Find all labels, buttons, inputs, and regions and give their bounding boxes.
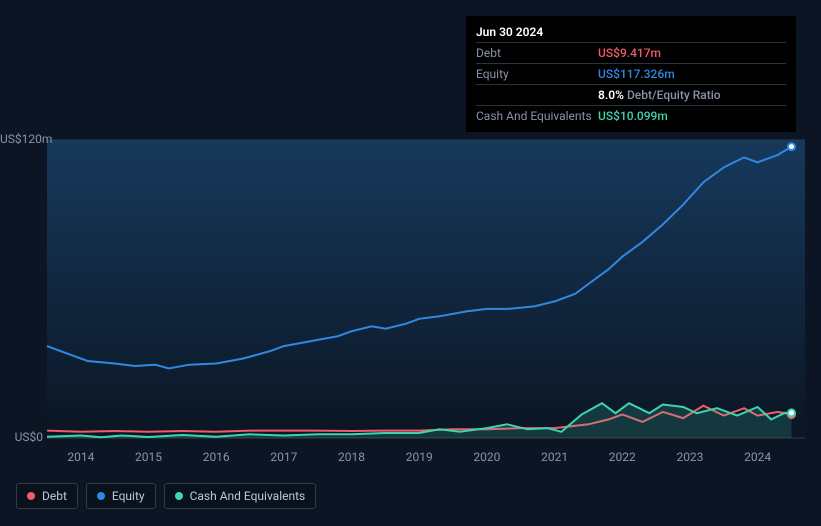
y-axis-label: US$0 <box>0 430 43 444</box>
x-axis-label: 2015 <box>135 450 162 464</box>
x-axis-label: 2024 <box>744 450 771 464</box>
legend-item-label: Debt <box>42 489 67 503</box>
legend-item-equity[interactable]: Equity <box>86 483 156 509</box>
chart-legend: Debt Equity Cash And Equivalents <box>16 483 316 509</box>
equity-dot-icon <box>97 492 105 500</box>
legend-item-label: Equity <box>112 489 145 503</box>
legend-item-debt[interactable]: Debt <box>16 483 78 509</box>
tooltip-row-value: 8.0% Debt/Equity Ratio <box>598 88 721 102</box>
cash-dot-icon <box>175 492 183 500</box>
tooltip-row-label <box>476 88 598 102</box>
x-axis-label: 2018 <box>338 450 365 464</box>
tooltip-row: 8.0% Debt/Equity Ratio <box>476 85 786 106</box>
tooltip-row-value: US$10.099m <box>598 109 668 123</box>
tooltip-row-value: US$117.326m <box>598 67 675 81</box>
x-axis-label: 2020 <box>473 450 500 464</box>
x-axis-label: 2014 <box>67 450 94 464</box>
financials-chart: Jun 30 2024 DebtUS$9.417mEquityUS$117.32… <box>0 0 821 526</box>
x-axis-label: 2022 <box>609 450 636 464</box>
tooltip-date: Jun 30 2024 <box>476 22 786 43</box>
tooltip-row-label: Debt <box>476 46 598 60</box>
tooltip-row: Cash And EquivalentsUS$10.099m <box>476 106 786 126</box>
chart-tooltip: Jun 30 2024 DebtUS$9.417mEquityUS$117.32… <box>466 16 796 132</box>
tooltip-row: DebtUS$9.417m <box>476 43 786 64</box>
x-axis-label: 2019 <box>406 450 433 464</box>
debt-dot-icon <box>27 492 35 500</box>
x-axis-label: 2023 <box>676 450 703 464</box>
legend-item-label: Cash And Equivalents <box>190 489 306 503</box>
x-axis-label: 2017 <box>270 450 297 464</box>
y-axis-label: US$120m <box>0 132 43 146</box>
x-axis-label: 2021 <box>541 450 568 464</box>
x-axis-label: 2016 <box>203 450 230 464</box>
tooltip-row-value: US$9.417m <box>598 46 661 60</box>
tooltip-row-label: Cash And Equivalents <box>476 109 598 123</box>
tooltip-row: EquityUS$117.326m <box>476 64 786 85</box>
tooltip-row-label: Equity <box>476 67 598 81</box>
legend-item-cash[interactable]: Cash And Equivalents <box>164 483 317 509</box>
